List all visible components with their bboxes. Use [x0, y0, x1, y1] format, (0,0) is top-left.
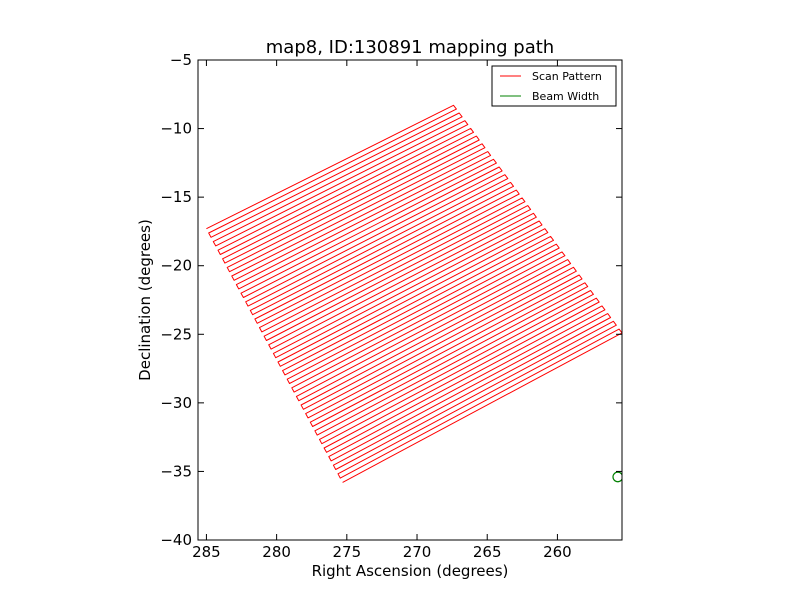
x-tick-label: 260	[543, 543, 572, 561]
plot-frame	[197, 59, 623, 541]
beam-width-series	[612, 471, 622, 483]
legend: Scan Pattern Beam Width	[491, 65, 617, 107]
y-axis-label: Declination (degrees)	[136, 219, 154, 381]
x-tick-label: 285	[192, 543, 221, 561]
y-tick-label: −10	[160, 120, 192, 138]
y-tick-label: −30	[160, 394, 192, 412]
scan-pattern-path	[206, 104, 622, 483]
legend-box	[491, 65, 617, 107]
y-tick-label: −5	[170, 51, 192, 69]
y-axis: −5 −10 −15 −20 −25 −30 −35 −40	[160, 51, 622, 549]
y-tick-label: −35	[160, 462, 192, 480]
x-tick-label: 280	[262, 543, 291, 561]
legend-label-scan-pattern: Scan Pattern	[532, 70, 602, 83]
x-tick-label: 265	[473, 543, 502, 561]
x-tick-label: 270	[403, 543, 432, 561]
x-axis: 285 280 275 270 265 260	[192, 60, 572, 561]
y-tick-label: −20	[160, 257, 192, 275]
chart-title: map8, ID:130891 mapping path	[266, 37, 554, 58]
scan-pattern-series	[206, 104, 622, 483]
x-axis-label: Right Ascension (degrees)	[312, 562, 509, 580]
legend-label-beam-width: Beam Width	[532, 90, 599, 103]
y-tick-label: −25	[160, 325, 192, 343]
y-tick-label: −40	[160, 531, 192, 549]
beam-width-circle	[612, 471, 622, 483]
y-tick-label: −15	[160, 188, 192, 206]
x-tick-label: 275	[333, 543, 362, 561]
